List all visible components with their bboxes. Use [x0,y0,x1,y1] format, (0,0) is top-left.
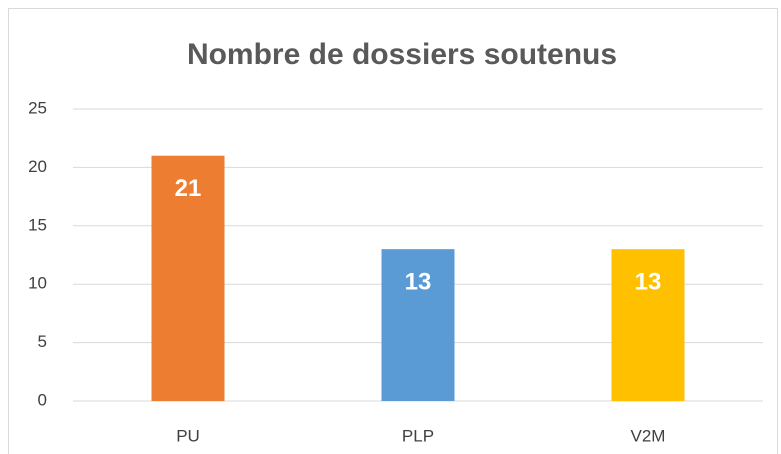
y-tick-label: 25 [28,98,47,117]
y-tick-label: 15 [28,215,47,234]
bar [381,249,455,401]
y-tick-label: 20 [28,157,47,176]
x-tick-label: V2M [631,426,666,445]
y-tick-label: 0 [38,390,47,409]
data-label: 13 [635,269,662,296]
x-tick-label: PU [176,426,200,445]
chart-title: Nombre de dossiers soutenus [187,38,617,71]
data-label: 21 [175,175,202,202]
bar [151,155,225,401]
y-tick-label: 10 [28,274,47,293]
y-tick-label: 5 [38,332,47,351]
x-tick-label: PLP [402,426,434,445]
data-label: 13 [405,269,432,296]
bar [611,249,685,401]
